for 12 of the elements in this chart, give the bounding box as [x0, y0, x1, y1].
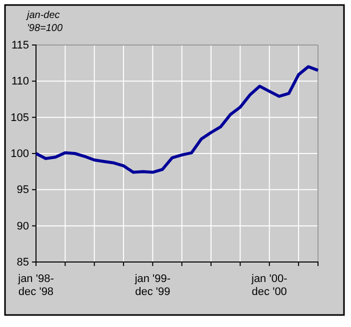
y-tick-label: 95 [16, 184, 29, 196]
y-tick-label: 90 [16, 220, 29, 232]
x-tick-label: jan '98-dec '98 [17, 273, 54, 298]
line-series [34, 65, 320, 174]
x-tick-label: jan '00-dec '00 [250, 273, 288, 298]
y-axis-title: jan-dec '98=100 [25, 10, 63, 34]
y-tick-label: 85 [16, 256, 29, 269]
y-tick-label: 100 [10, 148, 29, 160]
y-tick-label: 105 [10, 112, 29, 124]
y-tick-label: 115 [11, 40, 29, 52]
x-tick-label: jan '99-dec '99 [134, 273, 171, 298]
y-tick-label: 110 [11, 76, 29, 88]
